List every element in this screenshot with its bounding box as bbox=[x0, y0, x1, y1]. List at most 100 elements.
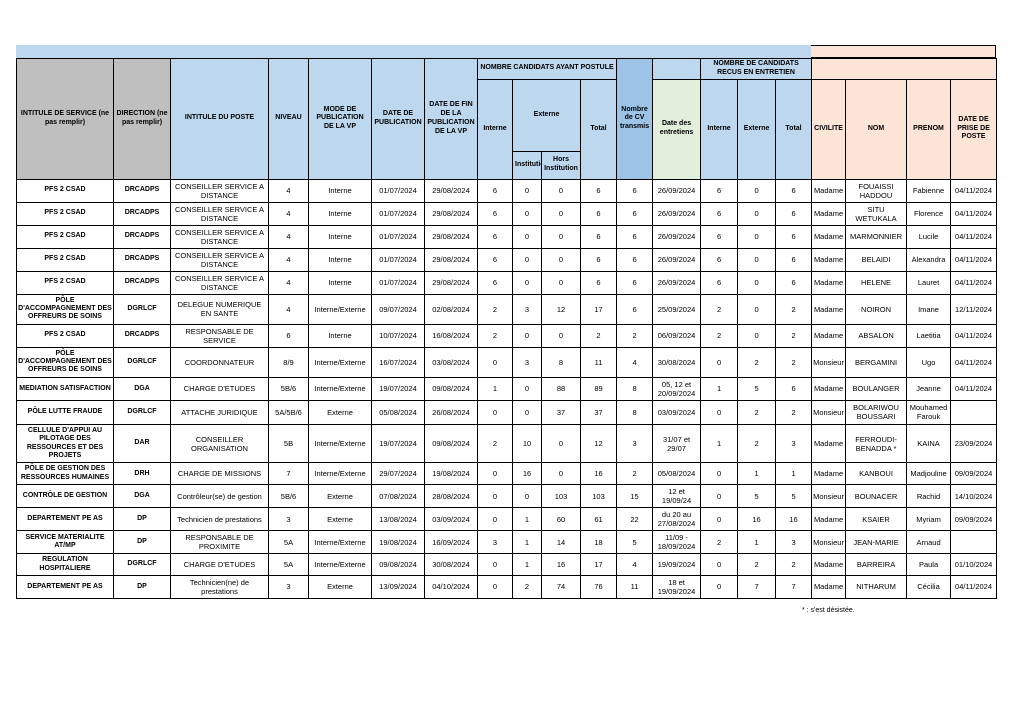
table-cell: 74 bbox=[541, 574, 581, 599]
table-cell: 2 bbox=[775, 323, 813, 348]
table-cell: DEPARTEMENT PE AS bbox=[16, 574, 114, 599]
table-cell: 0 bbox=[477, 399, 513, 425]
table-cell: 04/11/2024 bbox=[950, 323, 998, 348]
table-cell: 6 bbox=[775, 201, 813, 226]
table-cell: PFS 2 CSAD bbox=[16, 323, 114, 348]
header-date-fin-publication: DATE DE FIN DE LA PUBLICATION DE LA VP bbox=[424, 58, 478, 180]
table-cell: Interne bbox=[308, 201, 372, 226]
table-cell: 6 bbox=[579, 224, 618, 249]
table-cell: DRCADPS bbox=[113, 178, 171, 203]
table-cell: 6 bbox=[775, 178, 813, 203]
table-cell: RESPONSABLE DE SERVICE bbox=[170, 323, 269, 348]
table-row: DEPARTEMENT PE AS DP Technicien(ne) de pre… bbox=[16, 574, 998, 599]
table-cell: CONSEILLER SERVICE A DISTANCE bbox=[170, 224, 269, 249]
table-cell: Monsieur bbox=[811, 530, 847, 555]
table-cell: 01/07/2024 bbox=[371, 201, 425, 226]
table-cell: Interne/Externe bbox=[308, 530, 372, 555]
table-cell: 0 bbox=[477, 462, 513, 486]
table-cell: 2 bbox=[616, 323, 654, 348]
table-cell: 0 bbox=[737, 247, 777, 272]
table-cell: 26/08/2024 bbox=[424, 399, 478, 425]
table-cell: DGRLCF bbox=[113, 399, 171, 425]
table-cell: 16 bbox=[579, 462, 618, 486]
table-cell: 1 bbox=[700, 376, 739, 401]
table-cell: 0 bbox=[700, 574, 739, 599]
table-cell: 6 bbox=[477, 247, 513, 272]
table-cell: 37 bbox=[579, 399, 618, 425]
table-cell: ATTACHE JURIDIQUE bbox=[170, 399, 269, 425]
table-row: PÔLE LUTTE FRAUDE DGRLCF ATTACHE JURIDIQUE… bbox=[16, 399, 998, 425]
table-cell: 29/08/2024 bbox=[424, 201, 478, 226]
table-cell: 103 bbox=[579, 484, 618, 509]
table-cell: COORDONNATEUR bbox=[170, 346, 269, 378]
table-cell: HELENE bbox=[845, 270, 908, 295]
table-cell: DGRLCF bbox=[113, 553, 171, 576]
table-cell: 0 bbox=[737, 270, 777, 295]
table-cell: 0 bbox=[541, 323, 581, 348]
table-cell: 5A bbox=[268, 553, 309, 576]
table-cell: 6 bbox=[700, 201, 739, 226]
table-cell: 06/09/2024 bbox=[652, 323, 702, 348]
table-cell: 16 bbox=[775, 507, 813, 532]
recruitment-table: INTITULE DE SERVICE (ne pas remplir) DIR… bbox=[16, 58, 998, 599]
table-cell: 11 bbox=[579, 346, 618, 378]
table-cell: 0 bbox=[541, 224, 581, 249]
table-cell: PFS 2 CSAD bbox=[16, 224, 114, 249]
table-cell: Externe bbox=[308, 484, 372, 509]
table-cell: 6 bbox=[775, 247, 813, 272]
table-cell: 0 bbox=[512, 399, 542, 425]
table-cell: 0 bbox=[512, 484, 542, 509]
table-cell: 0 bbox=[477, 507, 513, 532]
table-cell: DRCADPS bbox=[113, 323, 171, 348]
table-cell: du 20 au 27/08/2024 bbox=[652, 507, 702, 532]
table-cell: 3 bbox=[775, 530, 813, 555]
table-cell: PÔLE D'ACCOMPAGNEMENT DES OFFREURS DE SO… bbox=[16, 346, 114, 378]
table-row: PFS 2 CSAD DRCADPS CONSEILLER SERVICE A DI… bbox=[16, 224, 998, 249]
table-cell: 25/09/2024 bbox=[652, 293, 702, 325]
table-cell: 29/08/2024 bbox=[424, 247, 478, 272]
table-cell: Alexandra bbox=[906, 247, 952, 272]
footnote: * : s'est désistée. bbox=[802, 606, 855, 614]
header-direction: DIRECTION (ne pas remplir) bbox=[113, 58, 171, 180]
table-cell: CHARGE D'ETUDES bbox=[170, 553, 269, 576]
table-cell: 3 bbox=[616, 423, 654, 464]
table-cell: 26/09/2024 bbox=[652, 178, 702, 203]
table-row: CONTRÔLE DE GESTION DGA Contrôleur(se) de … bbox=[16, 484, 998, 509]
table-cell: Interne bbox=[308, 178, 372, 203]
table-cell: 3 bbox=[775, 423, 813, 464]
top-band-peach bbox=[811, 45, 996, 58]
table-cell: 2 bbox=[477, 423, 513, 464]
table-cell: 09/09/2024 bbox=[950, 462, 998, 486]
table-cell: Interne/Externe bbox=[308, 376, 372, 401]
table-cell: 5A/5B/6 bbox=[268, 399, 309, 425]
header-postule-interne: Interne bbox=[477, 78, 513, 180]
table-cell: 5 bbox=[737, 484, 777, 509]
table-cell: 2 bbox=[775, 346, 813, 378]
table-cell: FERROUDI- BENADDA * bbox=[845, 423, 908, 464]
table-cell: 6 bbox=[616, 201, 654, 226]
table-cell: 1 bbox=[512, 553, 542, 576]
table-cell: Jeanne bbox=[906, 376, 952, 401]
table-cell: Madame bbox=[811, 247, 847, 272]
table-cell: 2 bbox=[737, 553, 777, 576]
table-cell: Mouhamed Farouk bbox=[906, 399, 952, 425]
table-cell: 01/07/2024 bbox=[371, 270, 425, 295]
table-cell: DP bbox=[113, 507, 171, 532]
table-cell: 6 bbox=[775, 224, 813, 249]
table-cell: 6 bbox=[616, 178, 654, 203]
table-cell: Interne/Externe bbox=[308, 346, 372, 378]
table-cell: 09/09/2024 bbox=[950, 507, 998, 532]
header-prenom: PRENOM bbox=[906, 78, 952, 180]
table-row: CELLULE D'APPUI AU PILOTAGE DES RESSOURC… bbox=[16, 423, 998, 464]
table-cell: 09/07/2024 bbox=[371, 293, 425, 325]
table-row: MEDIATION SATISFACTION DGA CHARGE D'ETUDES… bbox=[16, 376, 998, 401]
table-cell: BELAIDI bbox=[845, 247, 908, 272]
table-cell: BOULANGER bbox=[845, 376, 908, 401]
table-cell: Madame bbox=[811, 323, 847, 348]
table-cell: Interne bbox=[308, 270, 372, 295]
table-cell: CONSEILLER SERVICE A DISTANCE bbox=[170, 201, 269, 226]
table-cell: Madame bbox=[811, 224, 847, 249]
header-externe-institution: Institution bbox=[512, 150, 542, 180]
table-row: PÔLE D'ACCOMPAGNEMENT DES OFFREURS DE SO… bbox=[16, 346, 998, 378]
table-cell: 6 bbox=[579, 247, 618, 272]
